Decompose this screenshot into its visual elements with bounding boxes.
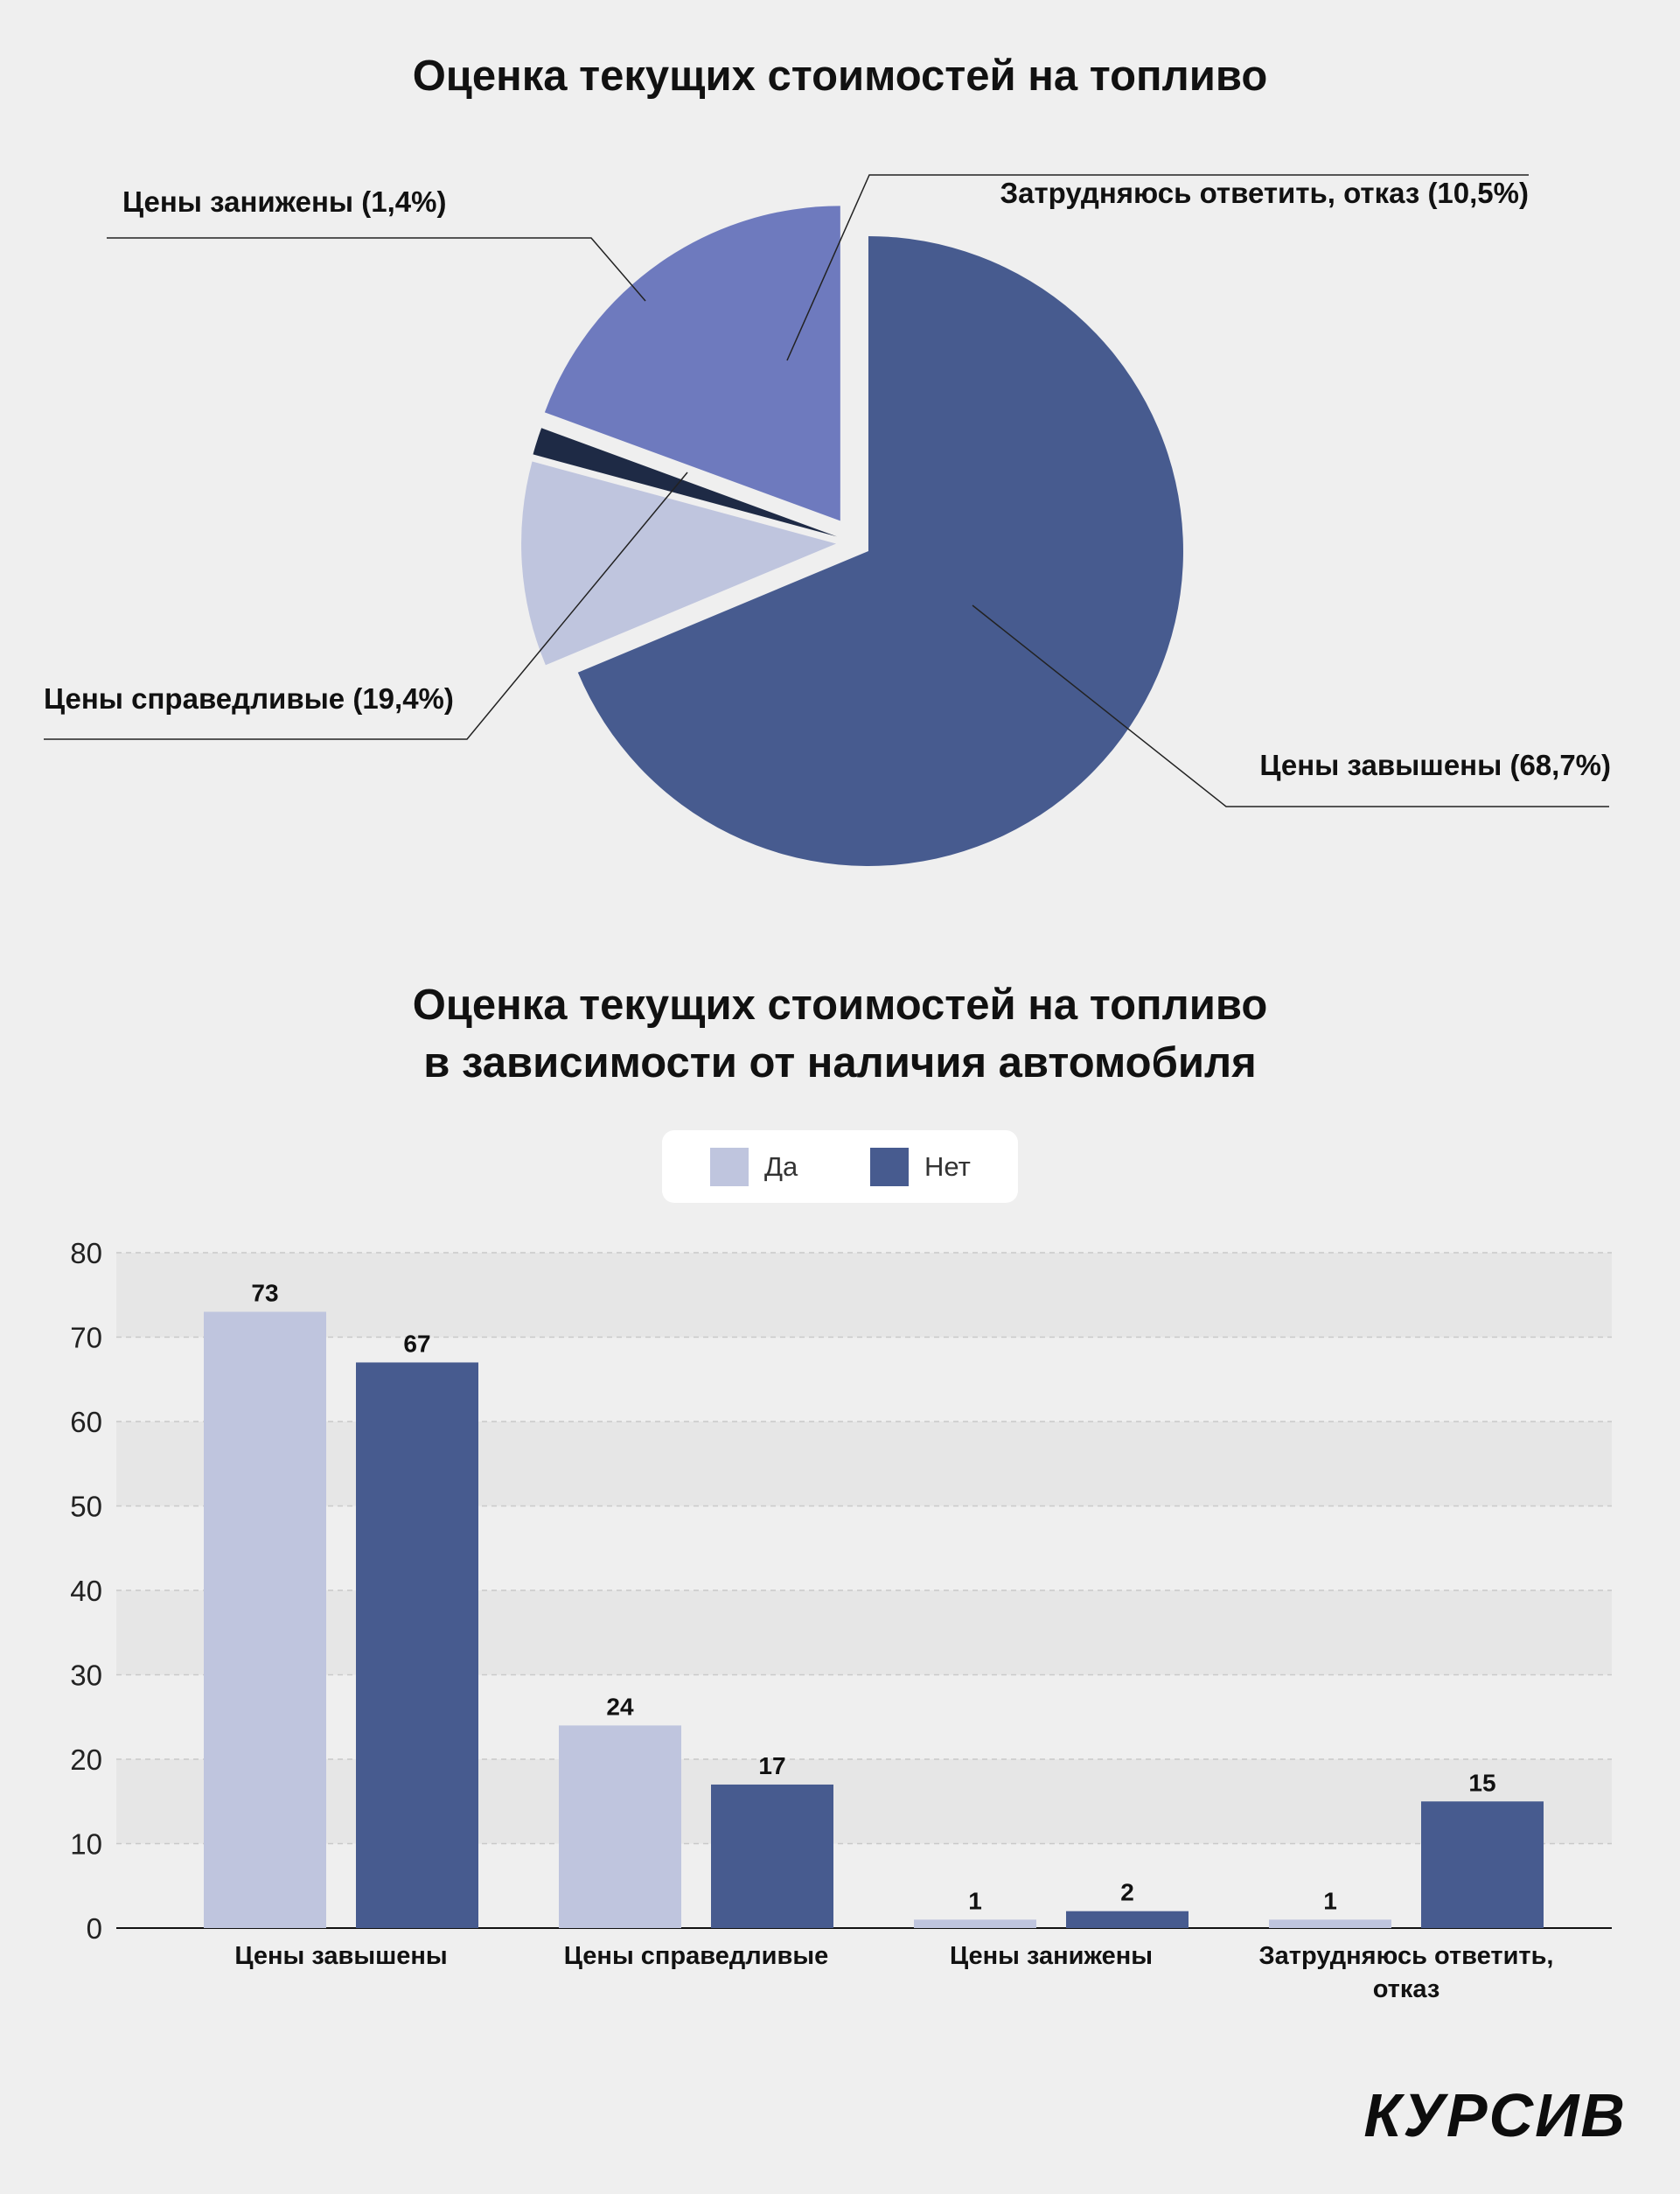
pie-slice: [577, 235, 1183, 866]
pie-slice: [533, 428, 838, 537]
legend-swatch-net: [870, 1148, 909, 1186]
x-category-label: Цены занижены: [950, 1942, 1153, 1970]
grid-band: [116, 1506, 1612, 1590]
y-tick-label: 20: [70, 1743, 102, 1776]
legend-item-net: Нет: [870, 1148, 971, 1186]
bar-value-label: 67: [403, 1330, 430, 1357]
kursiv-logo: КУРСИВ: [1363, 2081, 1627, 2149]
legend-label-da: Да: [764, 1151, 798, 1182]
pie-leader-line: [107, 237, 646, 302]
pie-slice: [544, 206, 840, 521]
bar: [1269, 1919, 1391, 1928]
bar: [356, 1362, 478, 1928]
bar-chart-title: Оценка текущих стоимостей на топливо в з…: [0, 976, 1680, 1092]
bar-chart-title-line-2: в зависимости от наличия автомобиля: [423, 1039, 1257, 1087]
grid-band: [116, 1337, 1612, 1422]
pie-slice-label: Цены справедливые (19,4%): [44, 682, 454, 715]
pie-leader-line: [786, 174, 1529, 361]
y-tick-label: 60: [70, 1406, 102, 1438]
grid-band: [116, 1253, 1612, 1338]
bar: [711, 1784, 833, 1928]
pie-slice-label: Затрудняюсь ответить, отказ (10,5%): [1000, 177, 1529, 209]
pie-chart-title: Оценка текущих стоимостей на топливо: [412, 52, 1268, 100]
bar-value-label: 73: [251, 1280, 278, 1307]
bar: [914, 1919, 1036, 1928]
bar: [559, 1725, 681, 1928]
bar-value-label: 1: [968, 1887, 982, 1914]
bar-value-label: 2: [1120, 1879, 1134, 1906]
bar-value-label: 17: [758, 1752, 785, 1779]
pie-leader-line: [44, 472, 688, 740]
bar: [204, 1311, 326, 1928]
bar-value-label: 15: [1468, 1769, 1495, 1796]
y-tick-label: 10: [70, 1828, 102, 1861]
legend-item-da: Да: [710, 1148, 798, 1186]
legend-swatch-da: [710, 1148, 749, 1186]
chart-legend: Да Нет: [662, 1130, 1018, 1203]
pie-slice-label: Цены завышены (68,7%): [1259, 749, 1611, 781]
x-category-label: Затрудняюсь ответить,: [1259, 1942, 1554, 1970]
bar: [1421, 1801, 1544, 1928]
bar-chart-title-line-1: Оценка текущих стоимостей на топливо: [412, 982, 1268, 1029]
y-tick-label: 30: [70, 1659, 102, 1692]
grid-band: [116, 1674, 1612, 1759]
y-tick-label: 70: [70, 1322, 102, 1354]
x-category-label: отказ: [1373, 1975, 1440, 2003]
pie-chart: Цены завышены (68,7%) Затрудняюсь ответит…: [44, 174, 1611, 866]
x-category-label: Цены завышены: [234, 1942, 447, 1970]
grid-band: [116, 1422, 1612, 1506]
y-tick-label: 80: [70, 1237, 102, 1269]
x-category-label: Цены справедливые: [564, 1942, 828, 1970]
pie-slice: [521, 461, 837, 666]
y-tick-label: 0: [87, 1912, 102, 1945]
grid-band: [116, 1759, 1612, 1844]
bar-value-label: 1: [1323, 1887, 1337, 1914]
bar: [1066, 1911, 1189, 1928]
legend-label-net: Нет: [924, 1151, 971, 1182]
pie-slice-label: Цены занижены (1,4%): [122, 185, 446, 218]
y-tick-label: 50: [70, 1491, 102, 1523]
pie-leader-line: [972, 604, 1609, 807]
bar-value-label: 24: [606, 1693, 634, 1720]
grid-band: [116, 1843, 1612, 1928]
y-tick-label: 40: [70, 1575, 102, 1607]
grid-band: [116, 1590, 1612, 1675]
